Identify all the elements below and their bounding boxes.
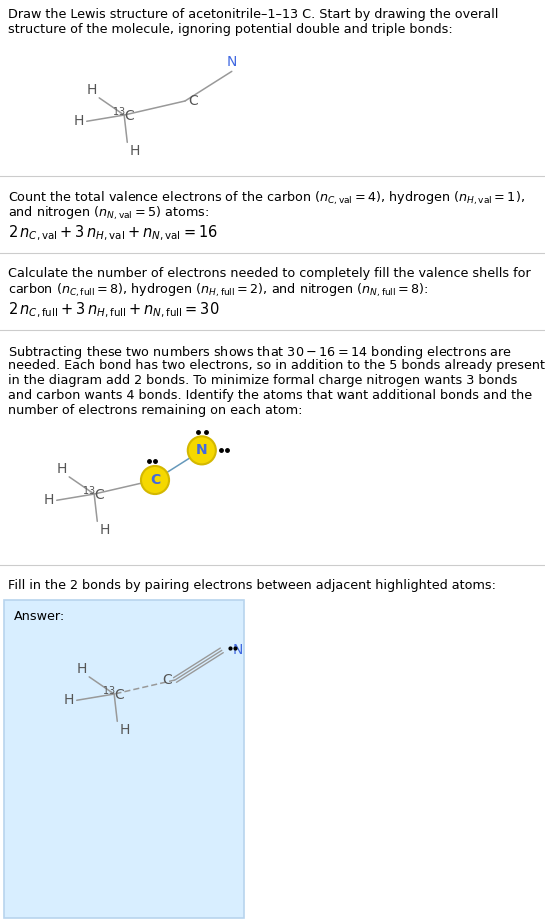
Text: and carbon wants 4 bonds. Identify the atoms that want additional bonds and the: and carbon wants 4 bonds. Identify the a… xyxy=(8,389,532,402)
Text: N: N xyxy=(227,55,237,69)
Text: needed. Each bond has two electrons, so in addition to the 5 bonds already prese: needed. Each bond has two electrons, so … xyxy=(8,359,545,372)
Text: C: C xyxy=(188,94,198,108)
Text: H: H xyxy=(99,524,110,538)
Text: $^{13}$C: $^{13}$C xyxy=(102,685,126,703)
Text: $^{13}$C: $^{13}$C xyxy=(82,485,106,503)
Text: Calculate the number of electrons needed to completely fill the valence shells f: Calculate the number of electrons needed… xyxy=(8,267,531,280)
Text: C: C xyxy=(162,673,172,687)
Text: $^{13}$C: $^{13}$C xyxy=(112,106,136,124)
Text: number of electrons remaining on each atom:: number of electrons remaining on each at… xyxy=(8,404,302,417)
Text: Draw the Lewis structure of acetonitrile–1–13 C. Start by drawing the overall: Draw the Lewis structure of acetonitrile… xyxy=(8,8,498,21)
Text: Subtracting these two numbers shows that $30 - 16 = 14$ bonding electrons are: Subtracting these two numbers shows that… xyxy=(8,344,512,361)
Text: structure of the molecule, ignoring potential double and triple bonds:: structure of the molecule, ignoring pote… xyxy=(8,23,453,36)
Text: $2\,n_{C,\mathrm{full}} + 3\,n_{H,\mathrm{full}} + n_{N,\mathrm{full}} = 30$: $2\,n_{C,\mathrm{full}} + 3\,n_{H,\mathr… xyxy=(8,301,220,320)
Text: H: H xyxy=(119,724,130,738)
Text: H: H xyxy=(87,83,97,97)
Text: C: C xyxy=(150,473,160,487)
Circle shape xyxy=(188,436,216,465)
Text: Fill in the 2 bonds by pairing electrons between adjacent highlighted atoms:: Fill in the 2 bonds by pairing electrons… xyxy=(8,579,496,592)
FancyBboxPatch shape xyxy=(4,600,244,918)
Text: H: H xyxy=(74,114,84,128)
Text: $2\,n_{C,\mathrm{val}} + 3\,n_{H,\mathrm{val}} + n_{N,\mathrm{val}} = 16$: $2\,n_{C,\mathrm{val}} + 3\,n_{H,\mathrm… xyxy=(8,224,218,243)
Text: and nitrogen ($n_{N, \mathrm{val}} = 5$) atoms:: and nitrogen ($n_{N, \mathrm{val}} = 5$)… xyxy=(8,205,209,222)
Text: H: H xyxy=(77,662,87,676)
Circle shape xyxy=(141,466,169,494)
Text: H: H xyxy=(57,462,67,476)
Text: in the diagram add 2 bonds. To minimize formal charge nitrogen wants 3 bonds: in the diagram add 2 bonds. To minimize … xyxy=(8,374,517,387)
Text: N: N xyxy=(233,644,243,657)
Text: N: N xyxy=(196,443,208,457)
Text: H: H xyxy=(44,493,54,507)
Text: Answer:: Answer: xyxy=(14,610,65,623)
Text: H: H xyxy=(63,693,74,707)
Text: H: H xyxy=(129,145,140,159)
Text: Count the total valence electrons of the carbon ($n_{C, \mathrm{val}} = 4$), hyd: Count the total valence electrons of the… xyxy=(8,190,525,207)
Text: carbon ($n_{C,\mathrm{full}} = 8$), hydrogen ($n_{H,\mathrm{full}} = 2$), and ni: carbon ($n_{C,\mathrm{full}} = 8$), hydr… xyxy=(8,282,429,300)
